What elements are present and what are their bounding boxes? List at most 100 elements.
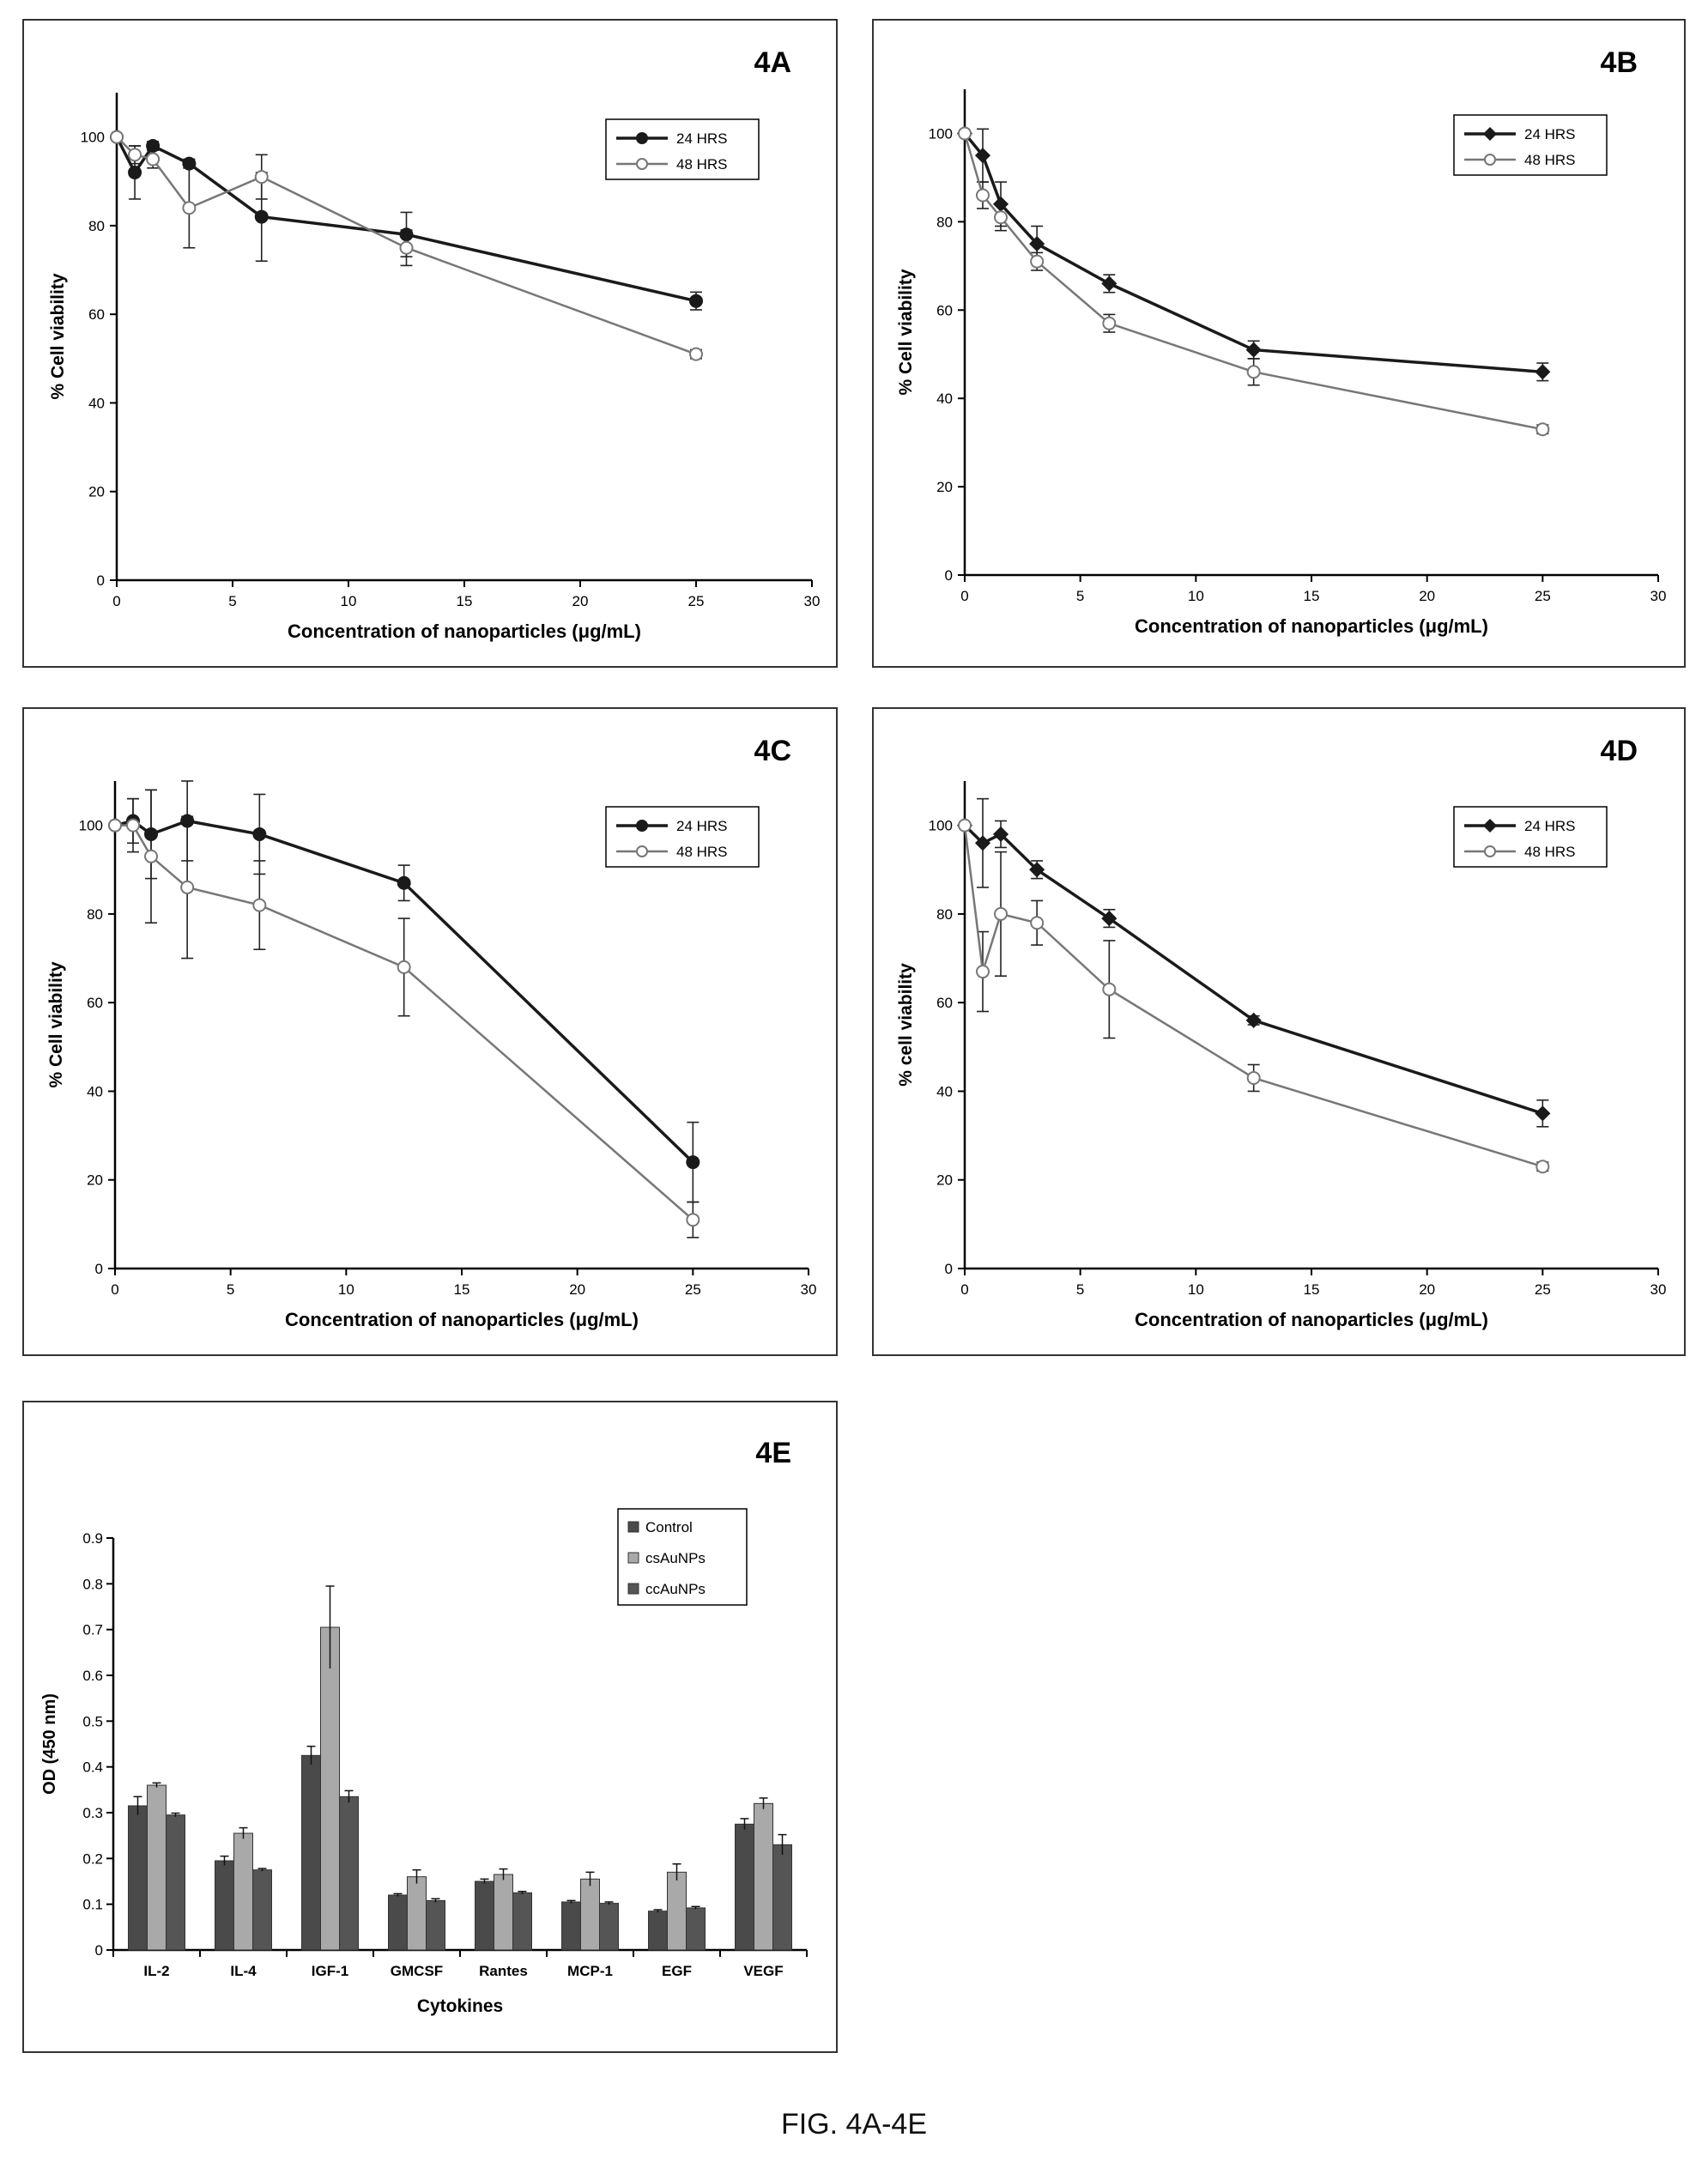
legend-marker — [636, 820, 648, 832]
legend-marker — [1484, 154, 1496, 166]
data-point — [976, 188, 990, 203]
bar — [215, 1860, 234, 1951]
y-tick-label: 20 — [88, 484, 105, 500]
x-tick-label: 0 — [111, 1281, 118, 1298]
line-chart-4a: 4A 0 5 10 15 20 25 30 0 20 40 60 80 100 Concentration … — [48, 46, 820, 642]
x-tick-label: 0 — [960, 1281, 968, 1298]
bar — [754, 1802, 773, 1951]
category-label: IGF-1 — [312, 1963, 348, 1979]
bar-chart-4e: 4E 0 0.1 0.2 0.3 0.4 0.5 0.6 0.7 0.8 0.9 IL-2 IL-4 IG… — [40, 1437, 808, 2016]
x-tick-label: 30 — [801, 1281, 817, 1298]
data-point — [180, 880, 195, 894]
data-point — [974, 148, 991, 164]
x-tick-label: 30 — [1650, 1281, 1667, 1298]
data-point — [1030, 916, 1045, 930]
legend-marker — [636, 132, 648, 144]
x-axis-label: Concentration of nanoparticles (μg/mL) — [1135, 615, 1488, 637]
y-tick-label: 60 — [936, 302, 953, 318]
y-tick-label: 0.9 — [82, 1530, 103, 1547]
bar — [407, 1876, 427, 1951]
y-tick-label: 0 — [95, 1942, 103, 1959]
data-point — [144, 849, 159, 863]
data-point — [689, 347, 703, 361]
legend-swatch — [627, 1583, 639, 1595]
data-point — [958, 818, 972, 833]
bar — [599, 1903, 619, 1951]
y-axis-label: % cell viability — [896, 963, 916, 1087]
x-axis-label: Concentration of nanoparticles (μg/mL) — [1135, 1309, 1488, 1330]
data-point — [182, 201, 197, 215]
data-point — [254, 209, 269, 224]
y-axis-label: % Cell viability — [46, 961, 66, 1087]
y-tick-label: 0 — [95, 1261, 103, 1277]
x-tick-label: 25 — [1535, 1281, 1551, 1298]
legend-box — [1453, 806, 1608, 868]
legend-marker — [636, 158, 648, 170]
bar — [561, 1901, 581, 1951]
data-point — [994, 906, 1008, 921]
y-tick-label: 100 — [81, 130, 105, 146]
x-tick-label: 20 — [1419, 1281, 1435, 1298]
x-tick-label: 10 — [1188, 1281, 1204, 1298]
data-point — [976, 965, 990, 979]
x-tick-label: 15 — [454, 1281, 470, 1298]
legend-box — [1453, 114, 1608, 176]
bar — [667, 1871, 687, 1951]
data-point — [686, 1213, 700, 1227]
chart-panel-4e: 4E 0 0.1 0.2 0.3 0.4 0.5 0.6 0.7 0.8 0.9 IL-2 IL-4 IG… — [22, 1401, 838, 2053]
category-label: Rantes — [479, 1963, 528, 1979]
data-point — [1102, 316, 1117, 330]
data-point — [1245, 342, 1262, 358]
y-tick-label: 100 — [929, 818, 953, 834]
data-point — [1245, 1012, 1262, 1028]
bar — [426, 1899, 445, 1951]
data-point — [399, 227, 414, 242]
legend-marker — [636, 845, 648, 857]
y-tick-label: 0 — [945, 567, 953, 584]
bar — [580, 1878, 600, 1951]
data-point — [182, 156, 197, 171]
y-tick-label: 20 — [87, 1172, 103, 1189]
legend-marker — [1482, 818, 1498, 833]
x-tick-label: 5 — [1076, 1281, 1084, 1298]
data-point — [992, 826, 1009, 843]
bar — [735, 1823, 754, 1951]
category-label: MCP-1 — [567, 1963, 613, 1979]
y-axis-label: OD (450 nm) — [40, 1693, 59, 1795]
data-point — [397, 875, 411, 890]
data-point — [1535, 1160, 1550, 1174]
x-tick-label: 20 — [569, 1281, 585, 1298]
data-point — [974, 835, 991, 851]
chart-panel-4c: 4C 0 5 10 15 20 25 30 0 20 40 60 80 100 Concentration … — [22, 707, 838, 1356]
x-tick-label: 5 — [1076, 588, 1084, 604]
y-tick-label: 20 — [936, 479, 953, 495]
line-chart-4d: 4D 0 5 10 15 20 25 30 0 20 40 60 80 100 Concentration … — [896, 735, 1667, 1330]
legend-label: 48 HRS — [1524, 152, 1576, 168]
bar — [494, 1874, 513, 1951]
data-point — [146, 138, 161, 153]
x-tick-label: 10 — [341, 593, 357, 609]
legend-swatch — [627, 1552, 639, 1564]
category-label: EGF — [662, 1963, 692, 1979]
y-tick-label: 100 — [929, 125, 953, 142]
category-label: IL-2 — [143, 1963, 169, 1979]
data-point — [1029, 236, 1045, 252]
panel-label: 4C — [754, 735, 791, 767]
y-tick-label: 60 — [87, 995, 103, 1011]
data-point — [252, 898, 267, 912]
y-tick-label: 0.8 — [82, 1576, 103, 1592]
legend-label: 48 HRS — [1524, 844, 1576, 860]
figure-caption: FIG. 4A-4E — [780, 2108, 928, 2141]
legend-box — [617, 1508, 748, 1606]
x-tick-label: 25 — [1535, 588, 1551, 604]
y-tick-label: 0.6 — [82, 1668, 103, 1684]
chart-panel-4a: 4A 0 5 10 15 20 25 30 0 20 40 60 80 100 Concentration … — [22, 19, 838, 668]
legend-box — [605, 806, 760, 868]
y-tick-label: 60 — [88, 306, 105, 323]
y-tick-label: 0 — [97, 572, 105, 589]
y-tick-label: 0.1 — [82, 1897, 103, 1913]
x-tick-label: 20 — [1419, 588, 1435, 604]
y-tick-label: 40 — [936, 391, 953, 407]
x-axis-label: Concentration of nanoparticles (μg/mL) — [288, 621, 641, 642]
y-tick-label: 0.3 — [82, 1805, 103, 1821]
